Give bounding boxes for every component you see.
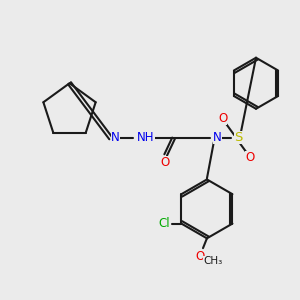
Text: O: O [195,250,205,262]
Text: NH: NH [137,131,155,144]
Text: N: N [111,131,120,144]
Text: CH₃: CH₃ [203,256,222,266]
Text: O: O [245,152,255,164]
Text: O: O [160,156,169,169]
Text: Cl: Cl [158,217,170,230]
Text: O: O [218,112,227,125]
Text: N: N [213,131,222,144]
Text: S: S [234,131,242,144]
